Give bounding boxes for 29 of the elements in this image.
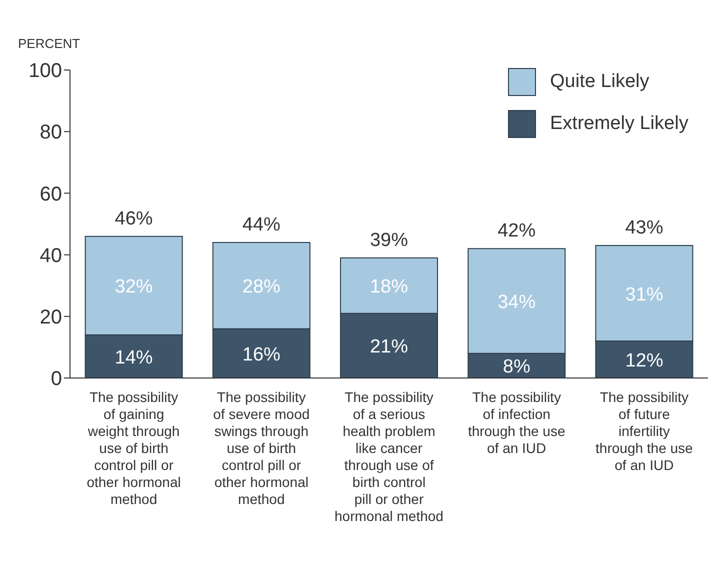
legend-label: Quite Likely	[549, 70, 650, 94]
y-tick-label: 80	[40, 122, 62, 144]
data-label: 21%	[370, 336, 408, 358]
data-label: 32%	[114, 276, 153, 298]
total-label: 43%	[625, 218, 664, 239]
data-label: 34%	[498, 292, 536, 313]
y-tick-label: 60	[40, 183, 62, 206]
x-tick-label: The possibility of gaining weight through use of birth control pill or other hormonal method	[86, 389, 181, 507]
y-tick-label: 40	[40, 244, 62, 267]
y-tick-label: 0	[50, 368, 62, 390]
data-label: 18%	[370, 276, 408, 298]
total-label: 44%	[242, 214, 281, 236]
x-tick-label: The possibility of a serious health problem like cancer through use of birth control pill or other hormonal method	[334, 389, 444, 524]
y-tick-label: 100	[28, 60, 62, 82]
data-label: 31%	[625, 284, 664, 306]
total-label: 42%	[498, 220, 536, 242]
y-axis-title: PERCENT	[18, 36, 80, 51]
total-label: 46%	[114, 208, 153, 230]
data-label: 16%	[242, 344, 281, 366]
y-tick-label: 20	[40, 306, 62, 328]
legend-label: Extremely Likely	[549, 112, 688, 136]
total-label: 39%	[370, 230, 408, 251]
x-tick-label: The possibility of infection through the use of an IUD	[468, 389, 566, 456]
data-label: 8%	[502, 356, 530, 378]
data-label: 14%	[114, 347, 153, 368]
x-tick-label: The possibility of severe mood swings through use of birth control pill or other hormonal method	[213, 389, 310, 507]
x-tick-label: The possibility of future infertility through the use of an IUD	[596, 389, 694, 473]
data-label: 12%	[625, 350, 664, 372]
data-label: 28%	[242, 276, 281, 298]
